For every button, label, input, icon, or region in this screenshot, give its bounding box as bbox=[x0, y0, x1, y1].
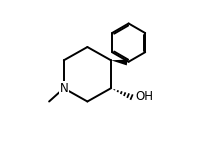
Text: OH: OH bbox=[135, 90, 153, 103]
Text: N: N bbox=[59, 82, 68, 95]
Polygon shape bbox=[111, 60, 127, 65]
